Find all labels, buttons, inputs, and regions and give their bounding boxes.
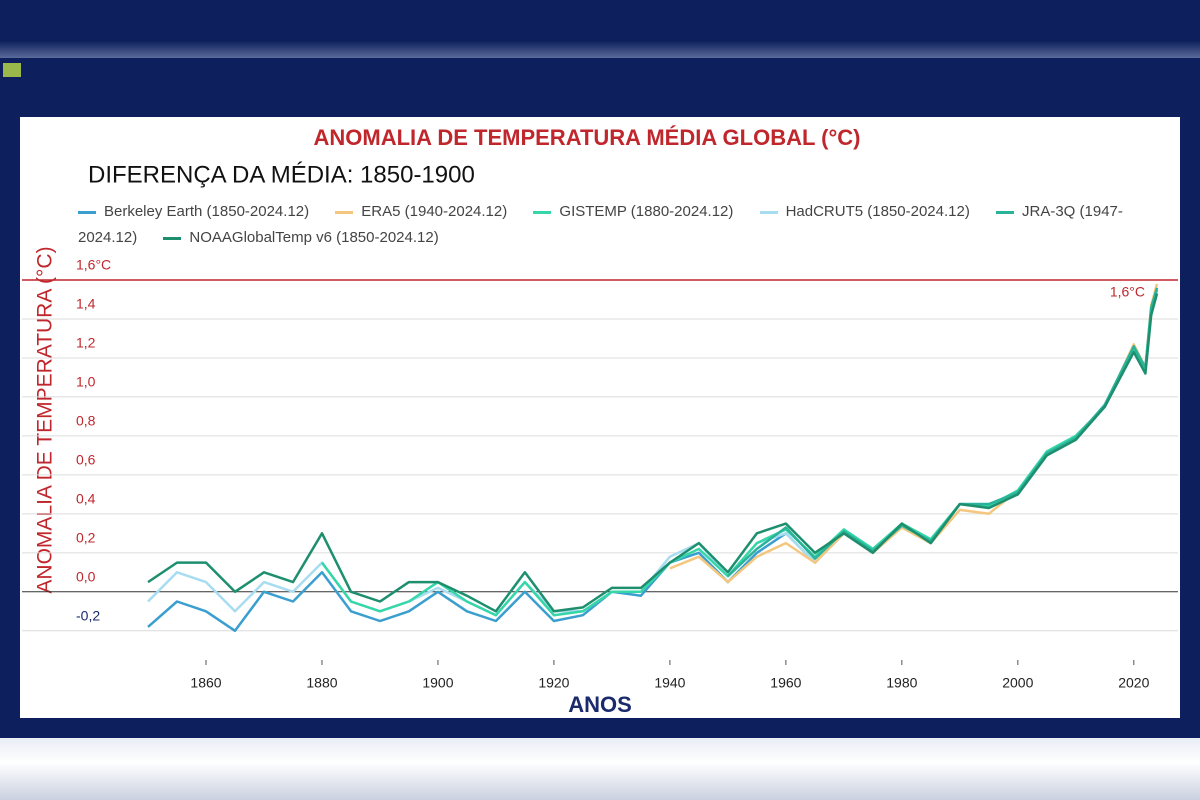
legend-swatch bbox=[335, 210, 354, 214]
legend-item: NOAAGlobalTemp v6 (1850-2024.12) bbox=[163, 229, 439, 246]
legend-label: NOAAGlobalTemp v6 (1850-2024.12) bbox=[189, 229, 439, 246]
chart-subtitle: DIFERENÇA DA MÉDIA: 1850-1900 bbox=[88, 161, 475, 188]
x-tick-label: 1960 bbox=[770, 675, 801, 691]
series-line bbox=[669, 283, 1159, 584]
legend-item: ERA5 (1940-2024.12) bbox=[335, 203, 507, 220]
y-tick-label: 0,4 bbox=[76, 491, 96, 507]
series-line bbox=[147, 289, 1159, 617]
threshold-label: 1,6°C bbox=[1110, 284, 1145, 300]
legend-label: JRA-3Q (1947-2024.12) bbox=[78, 203, 1123, 246]
top-bar bbox=[0, 0, 1200, 58]
x-tick-label: 1860 bbox=[190, 675, 221, 691]
legend-item: JRA-3Q (1947-2024.12) bbox=[78, 203, 1123, 246]
legend-swatch bbox=[533, 210, 552, 214]
chart-title: ANOMALIA DE TEMPERATURA MÉDIA GLOBAL (°C… bbox=[314, 125, 861, 150]
x-tick-label: 1980 bbox=[886, 675, 917, 691]
legend-label: ERA5 (1940-2024.12) bbox=[361, 203, 508, 220]
y-tick-label: 1,2 bbox=[76, 335, 96, 351]
x-tick-label: 1920 bbox=[538, 675, 569, 691]
legend: Berkeley Earth (1850-2024.12) ERA5 (1940… bbox=[78, 199, 1178, 251]
y-tick-label: 1,0 bbox=[76, 374, 96, 390]
legend-item: GISTEMP (1880-2024.12) bbox=[533, 203, 733, 220]
y-tick-label: -0,2 bbox=[76, 607, 100, 623]
y-tick-label: 0,8 bbox=[76, 413, 96, 429]
y-tick-label: 1,4 bbox=[76, 296, 96, 312]
y-axis-label: ANOMALIA DE TEMPERATURA (°C) bbox=[34, 246, 57, 593]
legend-swatch bbox=[996, 210, 1014, 214]
menu-icon[interactable] bbox=[3, 63, 21, 77]
legend-item: Berkeley Earth (1850-2024.12) bbox=[78, 203, 309, 220]
series-line bbox=[320, 289, 1159, 617]
x-tick-label: 1940 bbox=[654, 675, 685, 691]
y-tick-label: 0,0 bbox=[76, 568, 96, 584]
legend-item: HadCRUT5 (1850-2024.12) bbox=[759, 203, 970, 220]
legend-swatch bbox=[759, 210, 778, 214]
x-tick-label: 2000 bbox=[1002, 675, 1033, 691]
legend-label: Berkeley Earth (1850-2024.12) bbox=[104, 203, 310, 220]
legend-swatch bbox=[78, 210, 96, 214]
x-axis-label: ANOS bbox=[568, 692, 632, 717]
y-tick-label: 0,2 bbox=[76, 530, 96, 546]
y-tick-label: 0,6 bbox=[76, 452, 96, 468]
legend-label: HadCRUT5 (1850-2024.12) bbox=[785, 203, 970, 220]
bottom-bar bbox=[0, 738, 1200, 800]
legend-label: GISTEMP (1880-2024.12) bbox=[559, 203, 734, 220]
x-tick-label: 2020 bbox=[1118, 675, 1149, 691]
chart-panel bbox=[20, 117, 1180, 718]
series-line bbox=[147, 293, 1159, 613]
x-tick-label: 1880 bbox=[306, 675, 337, 691]
y-tick-label: 1,6°C bbox=[76, 257, 111, 273]
legend-swatch bbox=[163, 236, 182, 240]
x-tick-label: 1900 bbox=[422, 675, 453, 691]
series-line bbox=[727, 287, 1159, 578]
